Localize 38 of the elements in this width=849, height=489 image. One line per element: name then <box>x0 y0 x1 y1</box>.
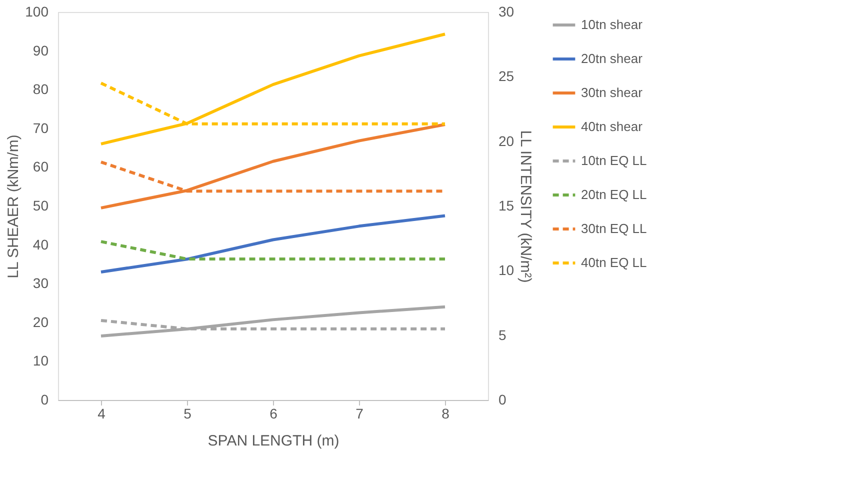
line-series <box>100 214 446 274</box>
y-tick-label: 0 <box>40 392 49 408</box>
y2-tick-label: 25 <box>498 68 514 84</box>
y-tick-label: 80 <box>32 81 49 98</box>
legend-label: 30tn EQ LL <box>581 221 647 236</box>
x-axis-title: SPAN LENGTH (m) <box>208 432 340 450</box>
line-series <box>100 305 446 338</box>
y-tick-label: 50 <box>32 198 49 214</box>
line-series <box>100 123 446 210</box>
legend-label: 40tn EQ LL <box>581 255 647 270</box>
y-tick-label: 10 <box>32 352 49 369</box>
line-series <box>100 32 446 146</box>
y-tick-label: 90 <box>32 42 49 58</box>
y2-tick-label: 0 <box>498 392 506 408</box>
y-axis-title: LL SHEAER (kNm/m) <box>5 134 22 278</box>
y2-axis-title: LL INTENSITY (kN/m²) <box>517 130 534 283</box>
y-tick-label: 60 <box>32 158 49 175</box>
x-tick-label: 7 <box>356 406 364 422</box>
x-tick-label: 8 <box>442 406 450 422</box>
x-tick-label: 4 <box>98 406 106 422</box>
x-tick-label: 6 <box>270 406 278 422</box>
y2-tick-label: 15 <box>498 198 514 214</box>
legend-label: 10tn shear <box>581 17 644 32</box>
legend-label: 20tn shear <box>581 51 644 66</box>
legend-label: 30tn shear <box>581 85 644 100</box>
y-tick-label: 30 <box>32 275 49 292</box>
x-tick-label: 5 <box>184 406 192 422</box>
y-tick-label: 40 <box>32 236 49 252</box>
legend-label: 10tn EQ LL <box>581 153 647 168</box>
y-tick-label: 70 <box>32 120 49 136</box>
legend-label: 40tn shear <box>581 119 644 134</box>
y2-tick-label: 5 <box>498 326 506 343</box>
y-tick-label: 100 <box>25 4 49 20</box>
y2-tick-label: 10 <box>498 262 514 278</box>
y-tick-label: 20 <box>32 314 49 330</box>
y2-tick-label: 20 <box>498 132 514 149</box>
legend-label: 20tn EQ LL <box>581 187 647 202</box>
y2-tick-label: 30 <box>498 4 514 20</box>
